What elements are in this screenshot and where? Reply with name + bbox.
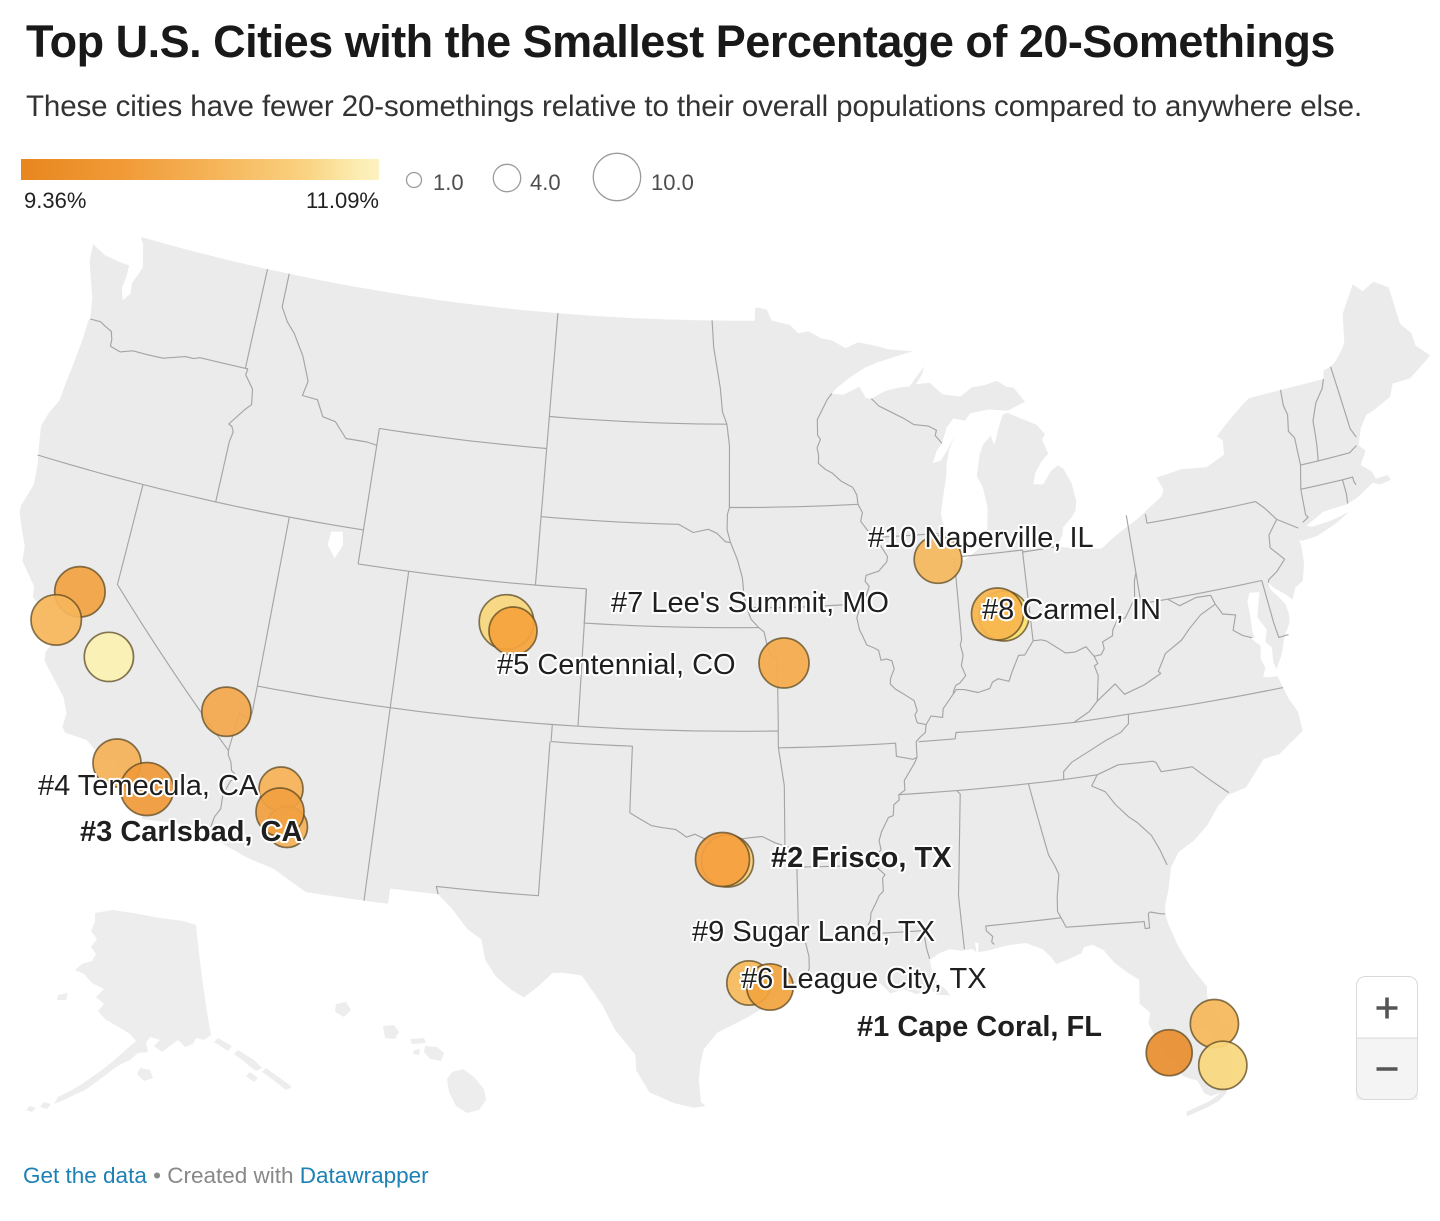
svg-text:#10 Naperville, IL: #10 Naperville, IL bbox=[868, 522, 1094, 554]
svg-text:9.36%: 9.36% bbox=[24, 188, 86, 213]
svg-text:#3 Carlsbad, CA: #3 Carlsbad, CA bbox=[80, 816, 302, 848]
svg-text:#1 Cape Coral, FL: #1 Cape Coral, FL bbox=[857, 1011, 1102, 1043]
svg-text:#2 Frisco, TX: #2 Frisco, TX bbox=[771, 842, 952, 874]
svg-text:#8 Carmel, IN: #8 Carmel, IN bbox=[982, 594, 1161, 626]
svg-text:Get the data • Created with Da: Get the data • Created with Datawrapper bbox=[23, 1163, 429, 1188]
svg-text:#7 Lee's Summit, MO: #7 Lee's Summit, MO bbox=[611, 587, 889, 619]
svg-text:11.09%: 11.09% bbox=[306, 188, 379, 213]
svg-text:#5 Centennial, CO: #5 Centennial, CO bbox=[497, 649, 736, 681]
svg-text:10.0: 10.0 bbox=[651, 170, 694, 195]
svg-text:These cities have fewer 20-som: These cities have fewer 20-somethings re… bbox=[26, 90, 1362, 123]
svg-text:#9 Sugar Land, TX: #9 Sugar Land, TX bbox=[692, 916, 935, 948]
svg-text:Top U.S. Cities with the Small: Top U.S. Cities with the Smallest Percen… bbox=[26, 16, 1335, 67]
svg-text:#4 Temecula, CA: #4 Temecula, CA bbox=[38, 770, 259, 802]
svg-text:#6 League City, TX: #6 League City, TX bbox=[741, 963, 987, 995]
svg-text:1.0: 1.0 bbox=[433, 170, 464, 195]
svg-text:4.0: 4.0 bbox=[530, 170, 561, 195]
